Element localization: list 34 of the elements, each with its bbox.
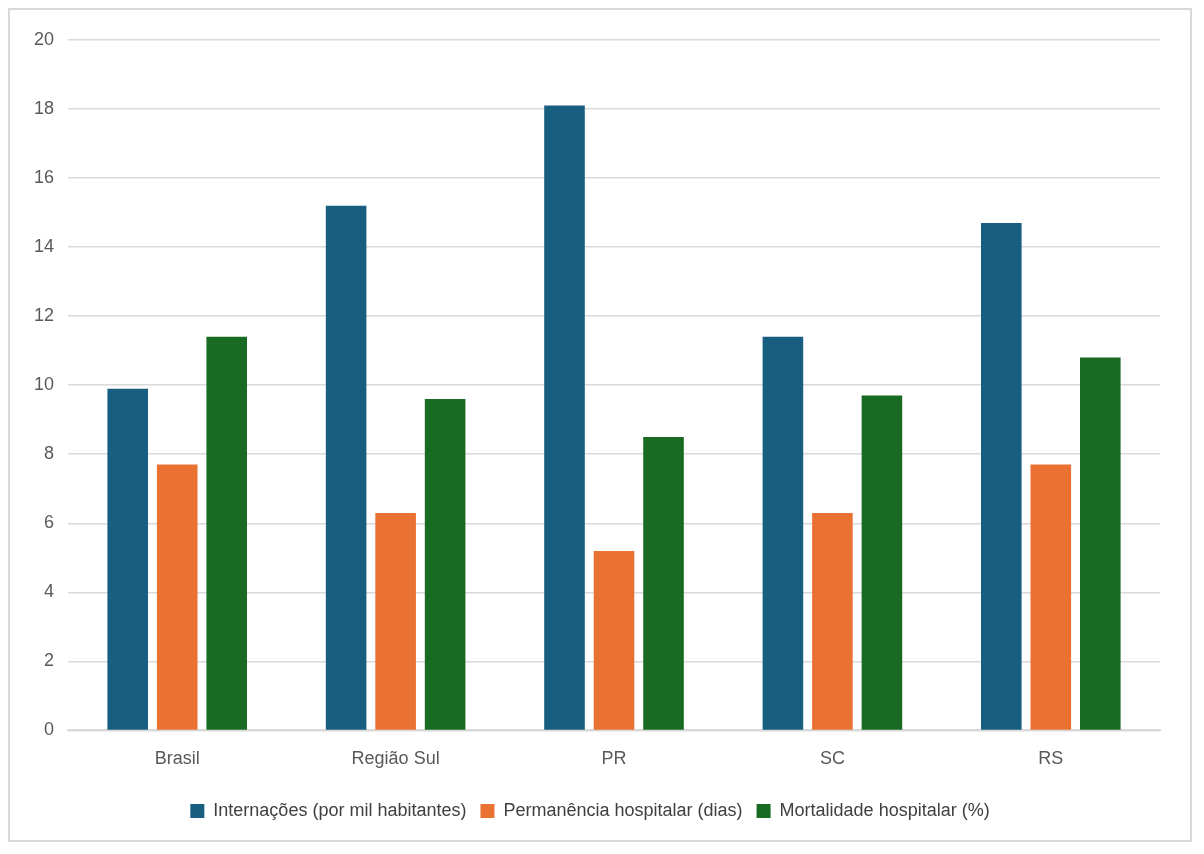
bar bbox=[643, 436, 684, 730]
y-tick-label: 8 bbox=[44, 443, 55, 464]
bar bbox=[981, 222, 1022, 730]
y-tick-label: 6 bbox=[44, 512, 55, 533]
y-tick-label: 14 bbox=[33, 236, 55, 257]
x-tick-label: Região Sul bbox=[351, 748, 440, 769]
y-tick-label: 4 bbox=[44, 581, 55, 602]
bar bbox=[156, 464, 198, 730]
legend-label: Mortalidade hospitalar (%) bbox=[779, 799, 990, 820]
legend-label: Permanência hospitalar (dias) bbox=[503, 799, 743, 820]
bar bbox=[593, 550, 635, 730]
bar bbox=[1030, 464, 1072, 730]
bar bbox=[325, 205, 367, 730]
bar bbox=[762, 336, 804, 730]
x-tick-label: PR bbox=[601, 748, 627, 769]
bar bbox=[206, 336, 248, 730]
y-tick-label: 20 bbox=[33, 28, 55, 49]
y-tick-label: 12 bbox=[33, 305, 55, 326]
y-tick-label: 16 bbox=[33, 167, 55, 188]
legend-label: Internações (por mil habitantes) bbox=[213, 799, 467, 820]
y-tick-label: 2 bbox=[44, 650, 55, 671]
x-tick-label: Brasil bbox=[154, 748, 200, 769]
y-tick-label: 10 bbox=[33, 374, 55, 395]
y-tick-label: 18 bbox=[33, 98, 55, 119]
x-tick-label: RS bbox=[1038, 748, 1064, 769]
bar bbox=[812, 512, 853, 730]
x-tick-label: SC bbox=[819, 748, 845, 769]
y-tick-label: 0 bbox=[44, 719, 55, 740]
bar bbox=[375, 512, 416, 730]
bar bbox=[1080, 357, 1121, 730]
bar bbox=[107, 388, 149, 730]
bar bbox=[424, 399, 466, 730]
bar bbox=[544, 105, 585, 730]
bar bbox=[861, 395, 903, 730]
